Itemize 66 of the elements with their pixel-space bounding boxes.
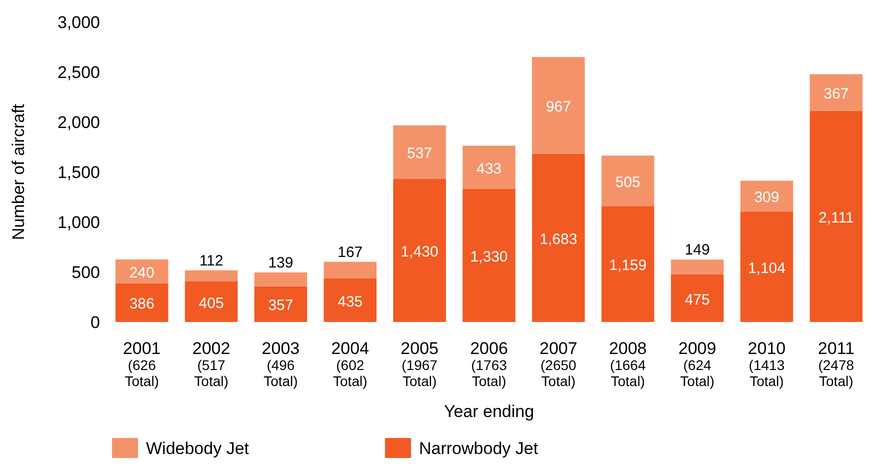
legend-label: Narrowbody Jet xyxy=(419,439,538,458)
data-label: 1,330 xyxy=(470,248,508,266)
x-tick-label: 2010 (1413 Total) xyxy=(748,339,786,389)
x-tick-label: 2002 (517 Total) xyxy=(192,339,230,389)
y-tick-label: 3,000 xyxy=(57,13,100,32)
data-label: 435 xyxy=(338,293,363,310)
data-label: 149 xyxy=(684,242,710,259)
bar xyxy=(254,272,308,286)
data-label: 1,104 xyxy=(748,260,786,277)
bar xyxy=(532,154,585,322)
data-label: 386 xyxy=(129,296,154,313)
bar xyxy=(324,278,377,322)
data-label: 309 xyxy=(754,189,780,206)
x-tick-label: 2008 (1664 Total) xyxy=(608,339,647,389)
bar xyxy=(810,110,863,322)
data-label: 1,683 xyxy=(540,230,578,248)
data-label: 505 xyxy=(615,174,640,191)
y-tick-label: 500 xyxy=(72,263,100,282)
x-axis-title: Year ending xyxy=(444,402,534,421)
bar xyxy=(184,282,238,322)
bar xyxy=(393,125,446,179)
y-tick-label: 1,000 xyxy=(57,213,100,232)
data-label: 357 xyxy=(268,297,294,314)
bar xyxy=(532,57,585,154)
data-label: 475 xyxy=(684,291,710,308)
data-label: 1,159 xyxy=(609,257,647,274)
data-label: 967 xyxy=(546,98,571,116)
bar xyxy=(601,156,654,206)
x-tick-label: 2001 (626 Total) xyxy=(122,339,161,389)
bar xyxy=(184,270,238,282)
y-tick-label: 2,000 xyxy=(57,113,100,132)
data-label: 405 xyxy=(198,294,224,312)
data-label: 1,430 xyxy=(400,244,438,260)
x-tick-label: 2007 (2650 Total) xyxy=(540,339,578,389)
x-tick-label: 2009 (624 Total) xyxy=(678,339,716,389)
x-tick-label: 2005 (1967 Total) xyxy=(400,339,438,389)
bar xyxy=(324,262,377,278)
bar xyxy=(810,74,863,111)
bar xyxy=(740,212,794,322)
x-tick-label: 2011 (2478 Total) xyxy=(818,339,854,389)
y-tick-label: 0 xyxy=(90,313,100,332)
data-label: 537 xyxy=(407,145,432,162)
bar xyxy=(601,206,654,322)
data-label: 433 xyxy=(476,160,502,178)
data-label: 240 xyxy=(129,264,154,282)
x-tick-label: 2004 (602 Total) xyxy=(331,339,370,389)
data-label: 167 xyxy=(338,244,363,261)
bar xyxy=(393,179,446,322)
x-tick-label: 2003 (496 Total) xyxy=(262,339,300,389)
data-label: 2,111 xyxy=(818,209,854,226)
bar xyxy=(740,180,794,212)
bar xyxy=(254,286,308,322)
bar xyxy=(670,260,724,274)
bar xyxy=(462,146,516,189)
bar xyxy=(115,283,168,322)
bar xyxy=(115,259,168,284)
y-tick-label: 2,500 xyxy=(57,63,100,82)
y-axis-title: Number of aircraft xyxy=(9,104,28,240)
x-tick-label: 2006 (1763 Total) xyxy=(470,339,508,389)
data-label: 367 xyxy=(824,86,849,103)
y-tick-label: 1,500 xyxy=(57,163,100,182)
bar xyxy=(462,189,516,322)
data-label: 139 xyxy=(268,254,294,272)
bar xyxy=(670,274,724,322)
legend-label: Widebody Jet xyxy=(146,439,250,458)
data-label: 112 xyxy=(199,252,224,270)
